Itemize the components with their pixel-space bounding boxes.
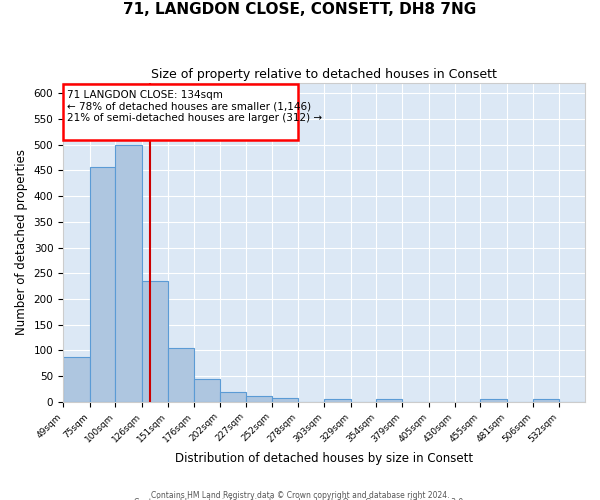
Bar	[168, 348, 194, 402]
Bar	[142, 281, 168, 402]
Text: Contains HM Land Registry data © Crown copyright and database right 2024.: Contains HM Land Registry data © Crown c…	[151, 490, 449, 500]
Text: Contains public sector information licensed under the Open Government Licence v3: Contains public sector information licen…	[134, 498, 466, 500]
Bar	[115, 145, 142, 402]
Text: 71 LANGDON CLOSE: 134sqm: 71 LANGDON CLOSE: 134sqm	[67, 90, 223, 101]
Bar	[246, 396, 272, 402]
Text: ← 78% of detached houses are smaller (1,146): ← 78% of detached houses are smaller (1,…	[67, 102, 311, 112]
Bar	[376, 400, 402, 402]
Bar	[63, 356, 90, 402]
Y-axis label: Number of detached properties: Number of detached properties	[15, 150, 28, 336]
Bar	[194, 378, 220, 402]
X-axis label: Distribution of detached houses by size in Consett: Distribution of detached houses by size …	[175, 452, 473, 465]
Bar	[324, 400, 351, 402]
FancyBboxPatch shape	[63, 84, 298, 140]
Bar	[220, 392, 246, 402]
Bar	[533, 400, 559, 402]
Text: 21% of semi-detached houses are larger (312) →: 21% of semi-detached houses are larger (…	[67, 113, 322, 123]
Title: Size of property relative to detached houses in Consett: Size of property relative to detached ho…	[151, 68, 497, 80]
Bar	[272, 398, 298, 402]
Bar	[90, 167, 115, 402]
Text: 71, LANGDON CLOSE, CONSETT, DH8 7NG: 71, LANGDON CLOSE, CONSETT, DH8 7NG	[124, 2, 476, 18]
Bar	[480, 399, 507, 402]
